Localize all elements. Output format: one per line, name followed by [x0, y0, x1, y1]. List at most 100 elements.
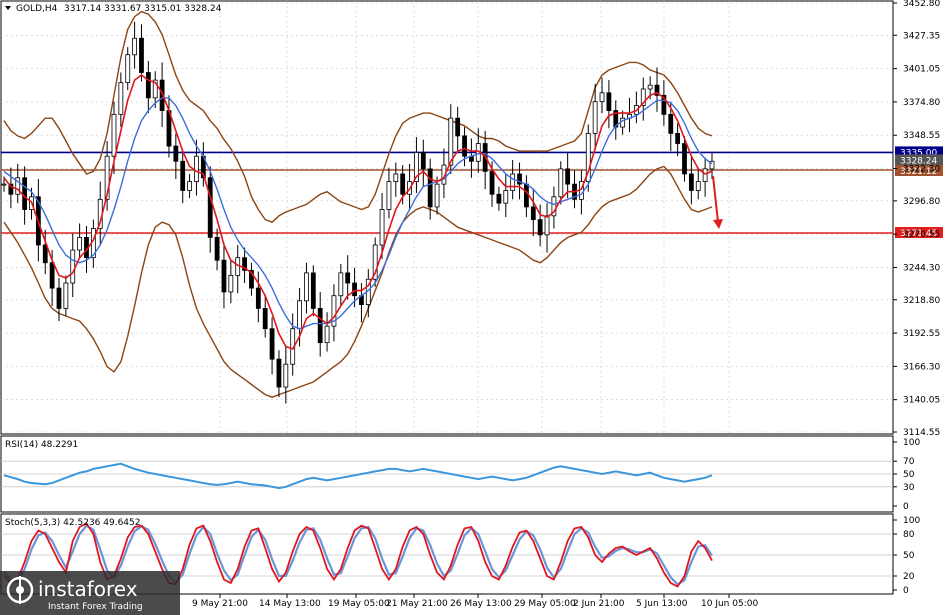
price-bar-body [187, 181, 192, 191]
price-bar-body [462, 135, 467, 157]
level-label: 3328.24 [900, 156, 937, 166]
price-bar-body [125, 54, 131, 84]
rsi-tick-label: 70 [903, 457, 915, 467]
price-bar-body [249, 269, 254, 289]
price-bar-body [173, 145, 179, 162]
price-bar-body [530, 206, 536, 221]
price-bar-body [682, 143, 687, 175]
price-tick-label: 3452.80 [903, 0, 940, 9]
price-bar-body [688, 173, 694, 191]
rsi-panel[interactable]: RSI(14) 48.2291 [0, 435, 894, 513]
price-bar-body [647, 84, 653, 90]
price-tick-label: 3244.30 [903, 263, 940, 273]
price-bar-body [304, 272, 309, 302]
price-bar-body [592, 101, 598, 134]
price-bar-body [448, 117, 454, 166]
instaforex-logo: instaforex Instant Forex Trading [0, 571, 180, 615]
price-bar-body [22, 177, 28, 210]
price-tick-label: 3140.05 [903, 396, 940, 406]
price-bar-body [434, 183, 440, 208]
chart-symbol: GOLD,H4 [16, 4, 58, 14]
price-bar-body [132, 37, 138, 56]
price-bar-body [70, 249, 76, 284]
price-tick-label: 3114.55 [903, 428, 940, 438]
price-bar-body [675, 132, 681, 144]
price-bar-body [310, 272, 316, 309]
price-bar-body [558, 168, 564, 198]
price-tick-label: 3374.80 [903, 98, 940, 108]
rsi-tick-label: 30 [903, 483, 915, 493]
time-tick-label: 19 May 05:00 [328, 599, 390, 609]
price-bar-body [317, 308, 323, 344]
price-bar-body [214, 236, 220, 261]
rsi-label: RSI(14) 48.2291 [5, 440, 78, 450]
level-label: 3321.12 [900, 167, 937, 177]
price-bar-body [599, 92, 605, 103]
price-bar-body [640, 88, 646, 106]
price-bar-body [118, 82, 124, 115]
price-bar-body [283, 363, 289, 388]
price-bar-body [537, 219, 543, 236]
price-bar-body [63, 282, 69, 309]
price-bar-body [56, 287, 62, 309]
time-tick-label: 14 May 13:00 [259, 599, 321, 609]
price-tick-label: 3322.30 [903, 165, 940, 175]
price-tick-label: 3427.35 [903, 31, 940, 41]
price-bar-body [517, 173, 522, 185]
price-tick-label: 3348.55 [903, 131, 940, 141]
price-bar-body [324, 325, 330, 344]
level-label-box [895, 227, 943, 239]
price-bar-body [702, 168, 708, 182]
price-bar-body [276, 358, 282, 388]
stoch-label: Stoch(5,3,3) 42.5236 49.6452 [5, 518, 140, 528]
time-tick-label: 21 May 21:00 [386, 599, 448, 609]
price-bar-body [524, 183, 529, 208]
rsi-tick-label: 100 [903, 438, 920, 448]
price-bar-body [489, 171, 495, 195]
price-bar-body [338, 272, 344, 297]
price-bar-body [372, 244, 378, 280]
price-tick-label: 3296.80 [903, 197, 940, 207]
price-bar-body [386, 181, 392, 210]
ma-slow-line [3, 97, 713, 330]
price-bar-body [180, 160, 186, 191]
bollinger-bands [3, 10, 713, 398]
price-bar-body [496, 193, 502, 204]
chart-ohlc: 3317.14 3331.67 3315.01 3328.24 [64, 4, 222, 14]
price-bar-body [565, 168, 571, 185]
price-axis: 3452.80 3427.35 3401.05 3374.80 3348.55 3322.… [893, 0, 940, 438]
price-bar-body [42, 244, 48, 264]
ma-fast-line [3, 74, 713, 350]
level-label-box [895, 154, 943, 166]
price-bar-body [427, 168, 433, 208]
stoch-axis: 100 80 50 20 0 [893, 516, 920, 596]
time-tick-label: 5 Jun 13:00 [636, 599, 688, 609]
price-bar-body [255, 287, 261, 309]
price-bar-body [414, 152, 419, 182]
price-bar-body [544, 215, 550, 236]
stoch-main-line [3, 522, 713, 588]
price-bar-body [668, 113, 674, 134]
price-bar-body [262, 308, 268, 330]
price-bar-body [104, 155, 110, 200]
time-tick-label: 9 May 21:00 [192, 599, 248, 609]
rsi-tick-label: 0 [903, 502, 909, 512]
price-bar-body [393, 173, 399, 182]
bollinger-upper [3, 10, 713, 224]
price-bar-body [455, 117, 461, 137]
price-bar-body [695, 181, 701, 191]
price-bar-body [709, 160, 715, 170]
price-bar-body [400, 173, 406, 195]
time-tick-label: 26 May 13:00 [450, 599, 512, 609]
dropdown-icon[interactable] [5, 6, 11, 10]
time-tick-label: 2 Jun 21:00 [573, 599, 625, 609]
price-bar-body [269, 328, 275, 360]
level-label-box [895, 146, 943, 158]
price-bar-body [503, 190, 509, 204]
price-bar-body [159, 79, 165, 111]
stoch-tick-label: 100 [903, 516, 920, 526]
price-tick-label: 3192.55 [903, 329, 940, 339]
